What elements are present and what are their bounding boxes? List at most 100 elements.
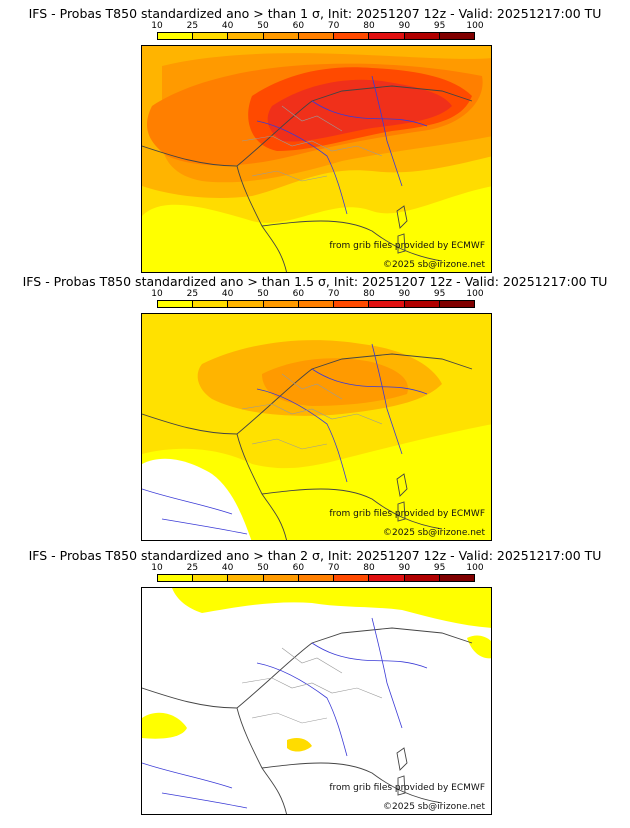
legend-label: 50 — [257, 21, 269, 31]
legend-label: 40 — [221, 21, 234, 31]
legend-swatch — [369, 33, 405, 39]
legend-swatch — [193, 575, 229, 581]
river-seine — [311, 368, 428, 395]
legend-labels: 10 25 40 50 60 70 80 90 95 100 — [151, 563, 488, 573]
copyright-credit: ©2025 sb@irizone.net — [383, 528, 485, 538]
field-10-north — [172, 588, 491, 628]
corsica-sardinia — [396, 747, 408, 796]
mediterranean-coast — [261, 220, 443, 262]
legend-swatch — [158, 575, 194, 581]
legend-label: 95 — [433, 563, 446, 573]
country-borders — [236, 85, 473, 167]
river-rhine — [371, 343, 403, 455]
legend-label: 40 — [221, 563, 234, 573]
mediterranean-coast — [261, 488, 443, 530]
coastline — [142, 687, 287, 814]
legend-swatch — [158, 301, 194, 307]
legend-swatch — [404, 33, 440, 39]
legend-label: 100 — [466, 289, 484, 299]
legend-label: 25 — [186, 21, 199, 31]
river-loire-rhone — [256, 388, 348, 483]
river-spain — [142, 762, 248, 809]
legend-labels: 10 25 40 50 60 70 80 90 95 100 — [151, 21, 488, 31]
source-credit: from grib files provided by ECMWF — [329, 241, 485, 251]
legend-swatch — [193, 301, 229, 307]
region-boundaries — [241, 373, 383, 450]
legend-swatch — [439, 301, 474, 307]
legend-label: 90 — [398, 563, 411, 573]
source-credit: from grib files provided by ECMWF — [329, 509, 485, 519]
source-credit: from grib files provided by ECMWF — [329, 783, 485, 793]
map-svg — [142, 46, 491, 272]
map-panel-1: IFS - Probas T850 standardized ano > tha… — [0, 6, 630, 274]
field-50 — [262, 358, 408, 406]
legend-swatch — [263, 33, 299, 39]
legend-swatch — [404, 575, 440, 581]
legend-swatch — [228, 301, 264, 307]
river-loire-rhone — [256, 120, 348, 215]
field-25-patch — [287, 738, 312, 752]
legend-swatch — [404, 301, 440, 307]
field-base — [142, 588, 491, 814]
legend-label: 60 — [292, 21, 305, 31]
legend-label: 60 — [292, 563, 305, 573]
coastline — [142, 413, 287, 540]
country-borders — [236, 627, 473, 709]
field-10-biscay — [142, 712, 187, 739]
legend-label: 100 — [466, 21, 484, 31]
river-rhine — [371, 75, 403, 187]
corsica-sardinia — [396, 473, 408, 522]
sea-below-threshold — [142, 458, 252, 540]
copyright-credit: ©2025 sb@irizone.net — [383, 802, 485, 812]
legend-swatch — [228, 575, 264, 581]
legend-colorbar — [157, 32, 475, 40]
legend-swatch — [298, 301, 335, 307]
legend-colorbar — [157, 574, 475, 582]
legend-label: 70 — [327, 289, 340, 299]
legend-swatch — [334, 575, 370, 581]
legend-label: 25 — [186, 563, 199, 573]
legend-swatch — [193, 33, 229, 39]
legend-swatch — [298, 575, 335, 581]
river-seine — [311, 100, 428, 127]
probability-map: from grib files provided by ECMWF ©2025 … — [141, 313, 492, 541]
legend-label: 70 — [327, 563, 340, 573]
river-rhine — [371, 617, 403, 729]
legend-label: 10 — [151, 563, 163, 573]
field-70-core — [267, 79, 452, 142]
legend-label: 95 — [433, 289, 446, 299]
legend-swatch — [158, 33, 194, 39]
corsica-sardinia — [396, 205, 408, 254]
legend-label: 80 — [363, 289, 375, 299]
legend-swatch — [334, 33, 370, 39]
legend-label: 25 — [186, 289, 199, 299]
legend-swatch — [439, 575, 474, 581]
river-spain — [142, 488, 248, 535]
legend-label: 90 — [398, 289, 411, 299]
river-loire-rhone — [256, 662, 348, 757]
panel-title: IFS - Probas T850 standardized ano > tha… — [28, 548, 602, 563]
map-svg — [142, 314, 491, 540]
legend-swatch — [263, 575, 299, 581]
legend-swatch — [439, 33, 474, 39]
legend-swatch — [369, 301, 405, 307]
map-panel-3: IFS - Probas T850 standardized ano > tha… — [0, 548, 630, 816]
map-panel-2: IFS - Probas T850 standardized ano > tha… — [0, 274, 630, 542]
coastline — [142, 145, 287, 272]
legend-label: 80 — [363, 563, 375, 573]
map-svg — [142, 588, 491, 814]
legend-label: 50 — [257, 289, 269, 299]
mediterranean-coast — [261, 762, 443, 804]
field-10-east — [467, 635, 491, 659]
legend-swatch — [298, 33, 335, 39]
legend-label: 40 — [221, 289, 234, 299]
legend-swatch — [263, 301, 299, 307]
legend-swatch — [369, 575, 405, 581]
panel-title: IFS - Probas T850 standardized ano > tha… — [22, 274, 608, 289]
probability-map: from grib files provided by ECMWF ©2025 … — [141, 45, 492, 273]
river-seine — [311, 642, 428, 669]
legend-labels: 10 25 40 50 60 70 80 90 95 100 — [151, 289, 488, 299]
region-boundaries — [241, 105, 383, 182]
legend-label: 90 — [398, 21, 411, 31]
legend-label: 80 — [363, 21, 375, 31]
